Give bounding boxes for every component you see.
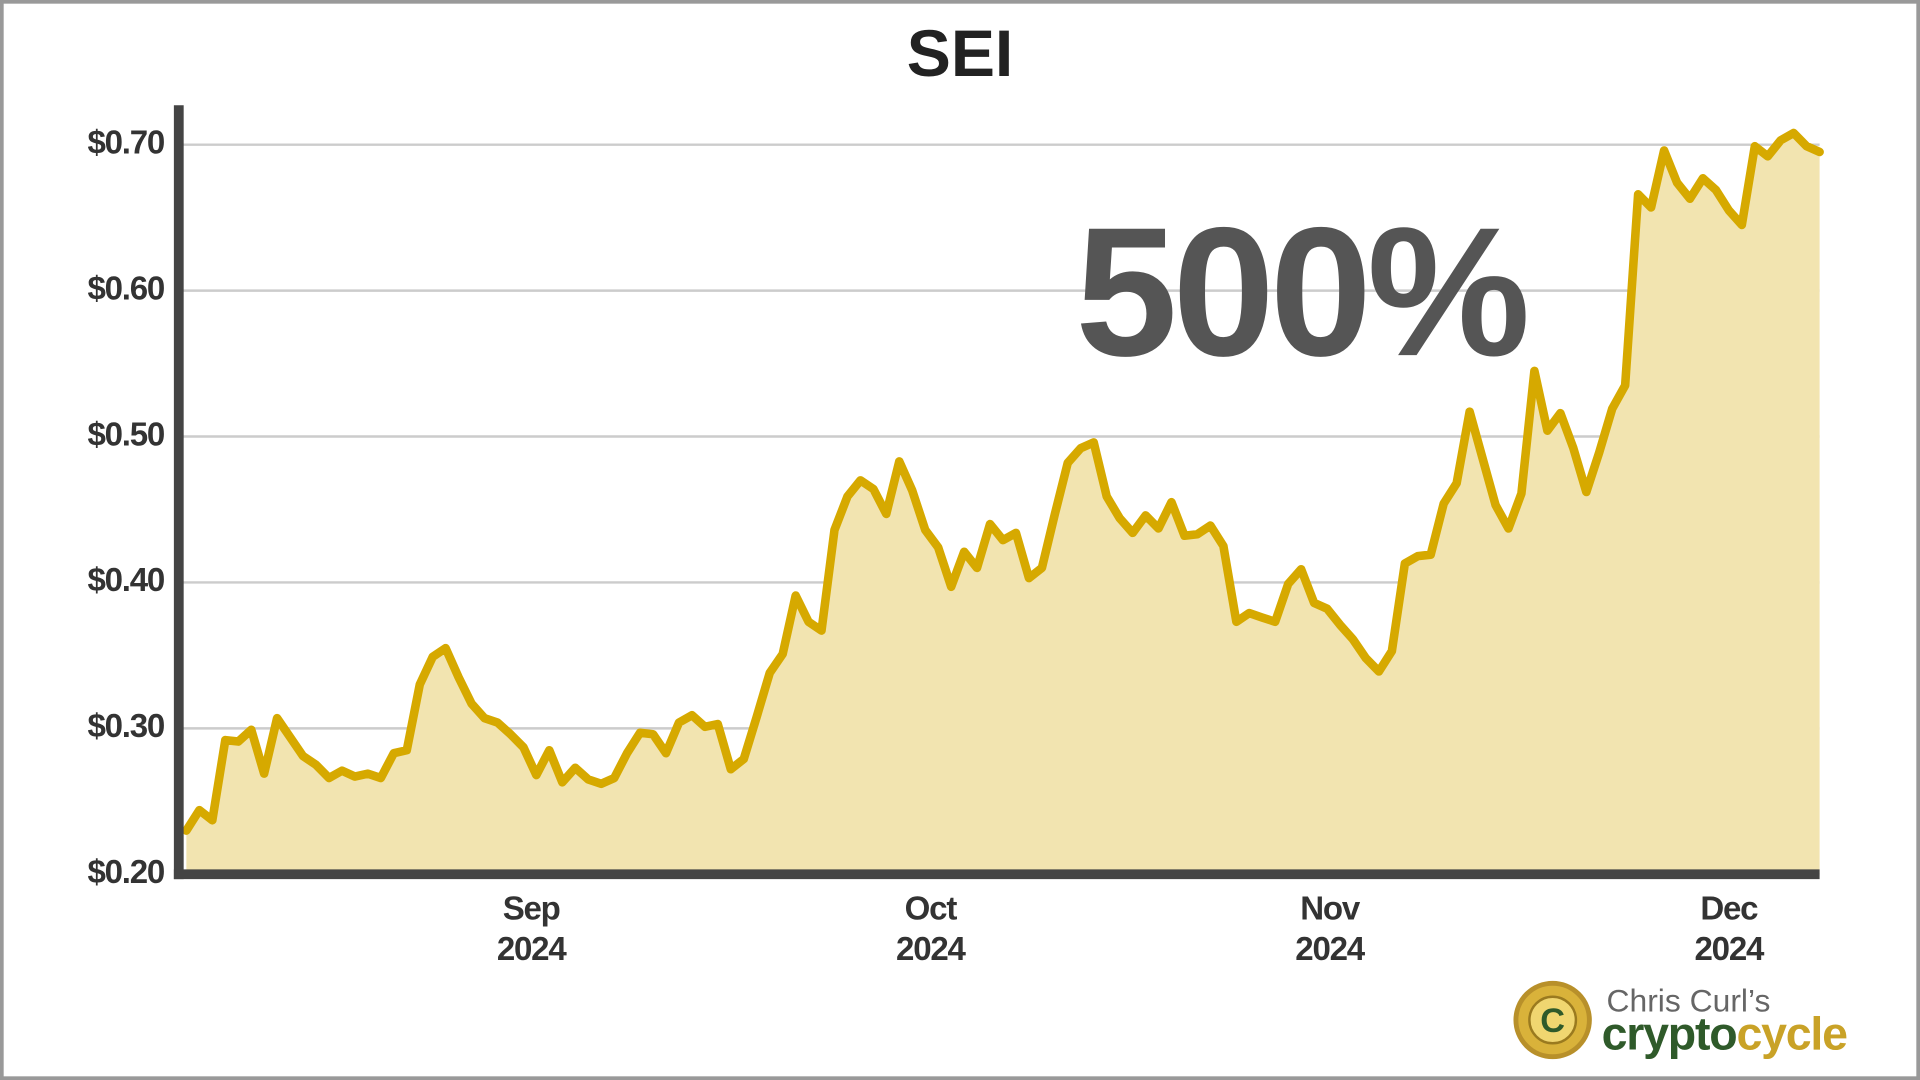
plot-area: $0.20 $0.30 $0.40 $0.50 $0.60 $0.70 Sep 2024 Oc… [88, 105, 1824, 968]
x-tick-label: Sep 2024 [496, 890, 567, 968]
y-tick-label: $0.40 [88, 562, 165, 599]
y-tick-label: $0.60 [88, 270, 165, 307]
x-tick: Sep 2024 [496, 890, 567, 968]
annotation: 500% [1075, 189, 1526, 394]
price-line [182, 128, 1824, 835]
x-tick: Dec 2024 [1694, 890, 1765, 968]
chart-title: SEI [907, 17, 1014, 91]
logo-byline: Chris Curl’s [1607, 982, 1771, 1018]
y-tick-label: $0.70 [88, 124, 165, 161]
x-tick-label: Nov 2024 [1295, 890, 1365, 968]
x-tick: Oct 2024 [896, 890, 966, 968]
logo-word-1: crypto [1602, 1007, 1737, 1059]
y-tick-label: $0.30 [88, 708, 165, 745]
logo-coin-inner [1528, 995, 1578, 1045]
area [186, 132, 1820, 875]
logo-mark: C [1540, 1002, 1565, 1040]
logo-word-2: cycle [1736, 1007, 1847, 1059]
x-tick-label: Oct 2024 [896, 890, 966, 968]
y-tick-label: $0.50 [88, 416, 165, 453]
logo: C Chris Curl’s cryptocycle [1513, 980, 1848, 1059]
logo-word: cryptocycle [1602, 1007, 1847, 1059]
x-tick: Nov 2024 [1295, 890, 1365, 968]
y-tick-label: $0.20 [88, 854, 165, 891]
x-tick-label: Dec 2024 [1694, 890, 1765, 968]
